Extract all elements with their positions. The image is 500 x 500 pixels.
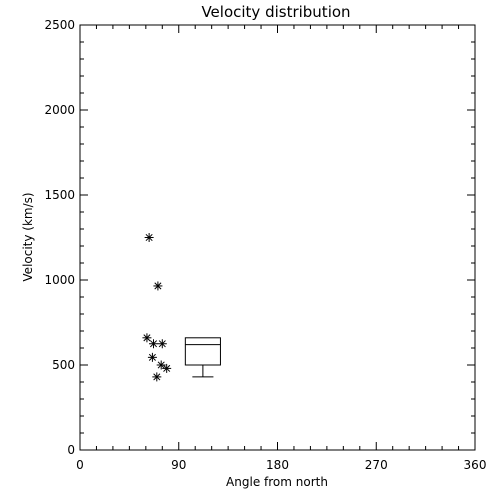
asterisk-stroke xyxy=(154,282,162,290)
asterisk-stroke xyxy=(158,340,166,348)
x-tick-label: 90 xyxy=(171,458,186,472)
y-tick-label: 2500 xyxy=(44,18,75,32)
asterisk-stroke xyxy=(157,361,165,369)
data-point xyxy=(152,372,162,382)
data-point xyxy=(156,360,166,370)
asterisk-stroke xyxy=(145,233,153,242)
x-tick-label: 270 xyxy=(365,458,388,472)
axis-ticks xyxy=(79,24,476,451)
y-tick-label: 1500 xyxy=(44,188,75,202)
data-points xyxy=(142,233,172,382)
data-point xyxy=(157,339,167,349)
asterisk-stroke xyxy=(143,334,151,342)
x-tick-label: 0 xyxy=(76,458,84,472)
boxplot xyxy=(184,337,221,378)
data-point xyxy=(144,233,154,242)
plot-frame xyxy=(79,24,476,451)
data-point xyxy=(149,339,159,349)
data-point xyxy=(142,333,152,343)
asterisk-stroke xyxy=(163,364,171,372)
y-axis-label: Velocity (km/s) xyxy=(21,192,35,281)
data-point xyxy=(147,352,157,362)
chart-title: Velocity distribution xyxy=(201,3,350,21)
asterisk-stroke xyxy=(153,373,161,381)
x-tick-label: 180 xyxy=(266,458,289,472)
y-tick-label: 0 xyxy=(67,443,75,457)
asterisk-stroke xyxy=(148,353,156,361)
data-point xyxy=(162,363,172,373)
y-tick-label: 1000 xyxy=(44,273,75,287)
tick-labels: 0 90 180 270 360 0 500 1000 1500 2000 2500 xyxy=(44,18,486,472)
y-tick-label: 500 xyxy=(52,358,75,372)
y-tick-label: 2000 xyxy=(44,103,75,117)
data-point xyxy=(153,281,163,291)
box-body xyxy=(184,337,221,366)
asterisk-stroke xyxy=(149,340,158,348)
x-axis-label: Angle from north xyxy=(226,475,328,489)
x-tick-label: 360 xyxy=(464,458,487,472)
